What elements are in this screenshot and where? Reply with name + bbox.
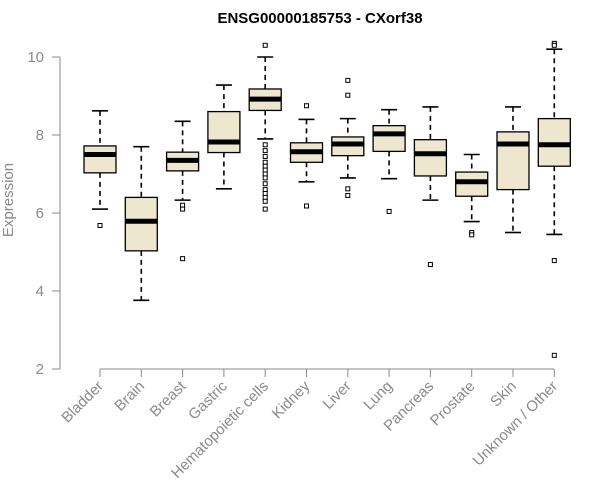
x-tick-label: Bladder (58, 378, 107, 427)
outlier-point (345, 192, 351, 198)
box-brain (124, 145, 158, 302)
y-tick-label: 8 (36, 127, 44, 144)
x-tick-label: Kidney (269, 377, 314, 422)
box-kidney (289, 103, 324, 209)
outlier-point (97, 222, 103, 228)
iqr-box (207, 110, 241, 154)
outlier-point (180, 256, 186, 262)
box-hematopoietic-cells (248, 42, 282, 212)
x-tick-label: Skin (487, 378, 520, 411)
outlier-point (304, 203, 309, 209)
outlier-point (427, 261, 433, 267)
outlier-point (345, 186, 351, 192)
outlier-point (180, 202, 186, 208)
box-liver (331, 77, 365, 198)
outlier-point (262, 175, 268, 181)
y-tick-label: 10 (27, 49, 44, 66)
chart-title: ENSG00000185753 - CXorf38 (217, 10, 422, 27)
outlier-point (262, 153, 268, 159)
outlier-point (180, 206, 186, 212)
box-unknown-other (537, 40, 571, 358)
x-tick-label: Brain (111, 378, 148, 415)
iqr-box (496, 131, 530, 191)
y-axis-label: Expression (0, 163, 17, 237)
outlier-point (262, 142, 268, 148)
y-tick-label: 2 (36, 361, 44, 378)
outlier-point (345, 77, 351, 83)
box-gastric (207, 84, 241, 190)
iqr-box (413, 139, 448, 177)
boxes (83, 40, 571, 358)
y-axis: 2 4 6 8 10 (27, 49, 61, 378)
iqr-box (83, 145, 117, 174)
outlier-point (386, 208, 392, 214)
box-skin (496, 106, 530, 234)
outlier-point (262, 163, 268, 169)
box-lung (372, 108, 406, 214)
outlier-point (304, 103, 309, 109)
iqr-box (124, 196, 158, 252)
box-pancreas (413, 106, 448, 267)
outlier-point (551, 352, 557, 358)
outlier-point (469, 232, 475, 238)
outlier-point (262, 206, 268, 212)
iqr-box (372, 124, 406, 153)
x-tick-label: Prostate (427, 378, 479, 430)
outlier-point (345, 92, 351, 98)
outlier-point (262, 148, 268, 154)
outlier-point (262, 198, 268, 204)
x-tick-label: Breast (147, 377, 190, 420)
outlier-point (262, 181, 268, 187)
outlier-point (262, 42, 268, 48)
box-prostate (455, 153, 489, 238)
outlier-point (551, 42, 557, 48)
outlier-point (551, 258, 557, 264)
y-tick-label: 6 (36, 205, 44, 222)
x-tick-label: Lung (360, 378, 396, 414)
box-breast (165, 120, 200, 262)
outlier-point (262, 194, 268, 200)
box-bladder (83, 110, 117, 228)
y-tick-label: 4 (36, 283, 44, 300)
x-tick-label: Liver (320, 378, 355, 413)
